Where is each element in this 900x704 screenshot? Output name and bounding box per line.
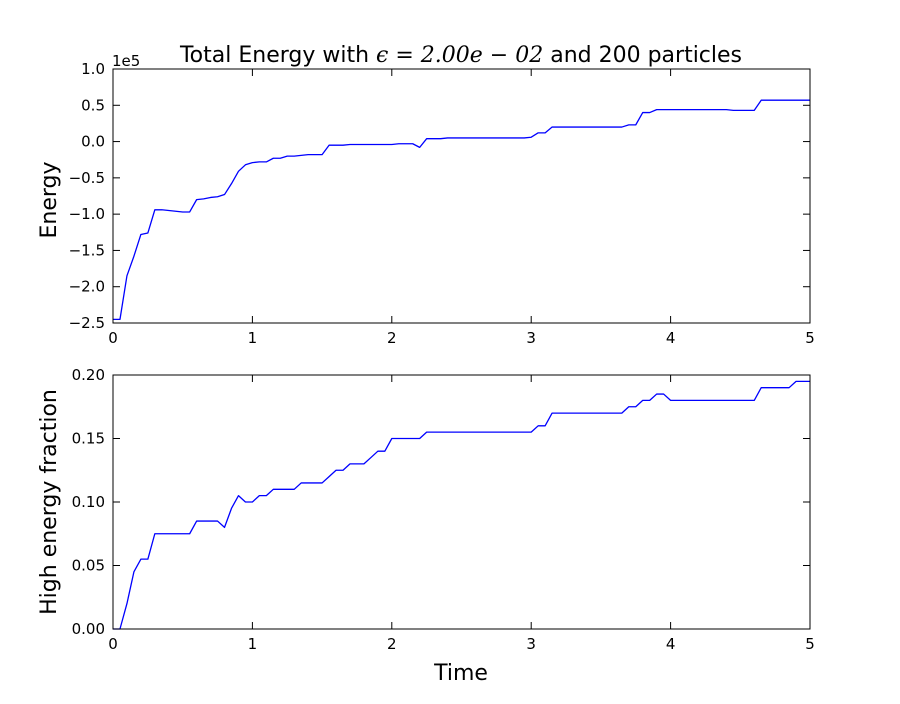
energy-y-tick-label: 0.5: [81, 96, 105, 114]
energy-y-tick-label: −1.0: [69, 205, 105, 223]
energy-plot-frame: [112, 68, 811, 324]
fraction-panel: High energy fraction Time 0 1 2 3 4 5 0.00 0.05…: [37, 366, 815, 686]
fraction-y-tick-label: 0.15: [72, 430, 105, 448]
fraction-y-tick-label: 0.20: [72, 366, 105, 384]
energy-y-tick-label: 0.0: [81, 133, 105, 151]
energy-y-tick-label: −2.0: [69, 278, 105, 296]
fraction-x-axis-label: Time: [433, 661, 488, 686]
energy-x-tick-label: 1: [248, 329, 258, 347]
fraction-x-tick-label: 0: [108, 635, 118, 653]
energy-y-tick-label: −0.5: [69, 169, 105, 187]
energy-y-axis-label: Energy: [37, 161, 62, 238]
fraction-plot-frame: [112, 374, 811, 630]
fraction-x-tick-label: 2: [387, 635, 397, 653]
energy-x-tick-label: 4: [666, 329, 676, 347]
fraction-ticks: 0 1 2 3 4 5 0.00 0.05 0.10 0.15 0.20: [72, 366, 815, 653]
energy-x-tick-label: 5: [805, 329, 815, 347]
energy-x-tick-label: 2: [387, 329, 397, 347]
fraction-x-tick-label: 4: [666, 635, 676, 653]
energy-chart-title: Total Energy with ϵ = 2.00e − 02 and 200…: [179, 43, 742, 68]
fraction-y-tick-label: 0.05: [72, 557, 105, 575]
energy-offset-text: 1e5: [112, 52, 140, 70]
energy-panel: Total Energy with ϵ = 2.00e − 02 and 200…: [37, 43, 815, 347]
fraction-y-tick-label: 0.00: [72, 620, 105, 638]
fraction-x-tick-label: 1: [248, 635, 258, 653]
energy-x-tick-label: 3: [526, 329, 536, 347]
energy-x-tick-label: 0: [108, 329, 118, 347]
fraction-x-tick-label: 3: [526, 635, 536, 653]
fraction-y-axis-label: High energy fraction: [37, 389, 62, 615]
fraction-x-tick-label: 5: [805, 635, 815, 653]
fraction-y-tick-label: 0.10: [72, 493, 105, 511]
energy-y-tick-label: 1.0: [81, 60, 105, 78]
energy-series-line: [113, 99, 810, 321]
energy-ticks: 0 1 2 3 4 5 −2.5 −2.0 −1.5 −1.0 −0.5 0.0 0.5 1.0: [69, 60, 815, 347]
energy-y-tick-label: −1.5: [69, 241, 105, 259]
fraction-series-line: [113, 380, 810, 630]
energy-y-tick-label: −2.5: [69, 314, 105, 332]
